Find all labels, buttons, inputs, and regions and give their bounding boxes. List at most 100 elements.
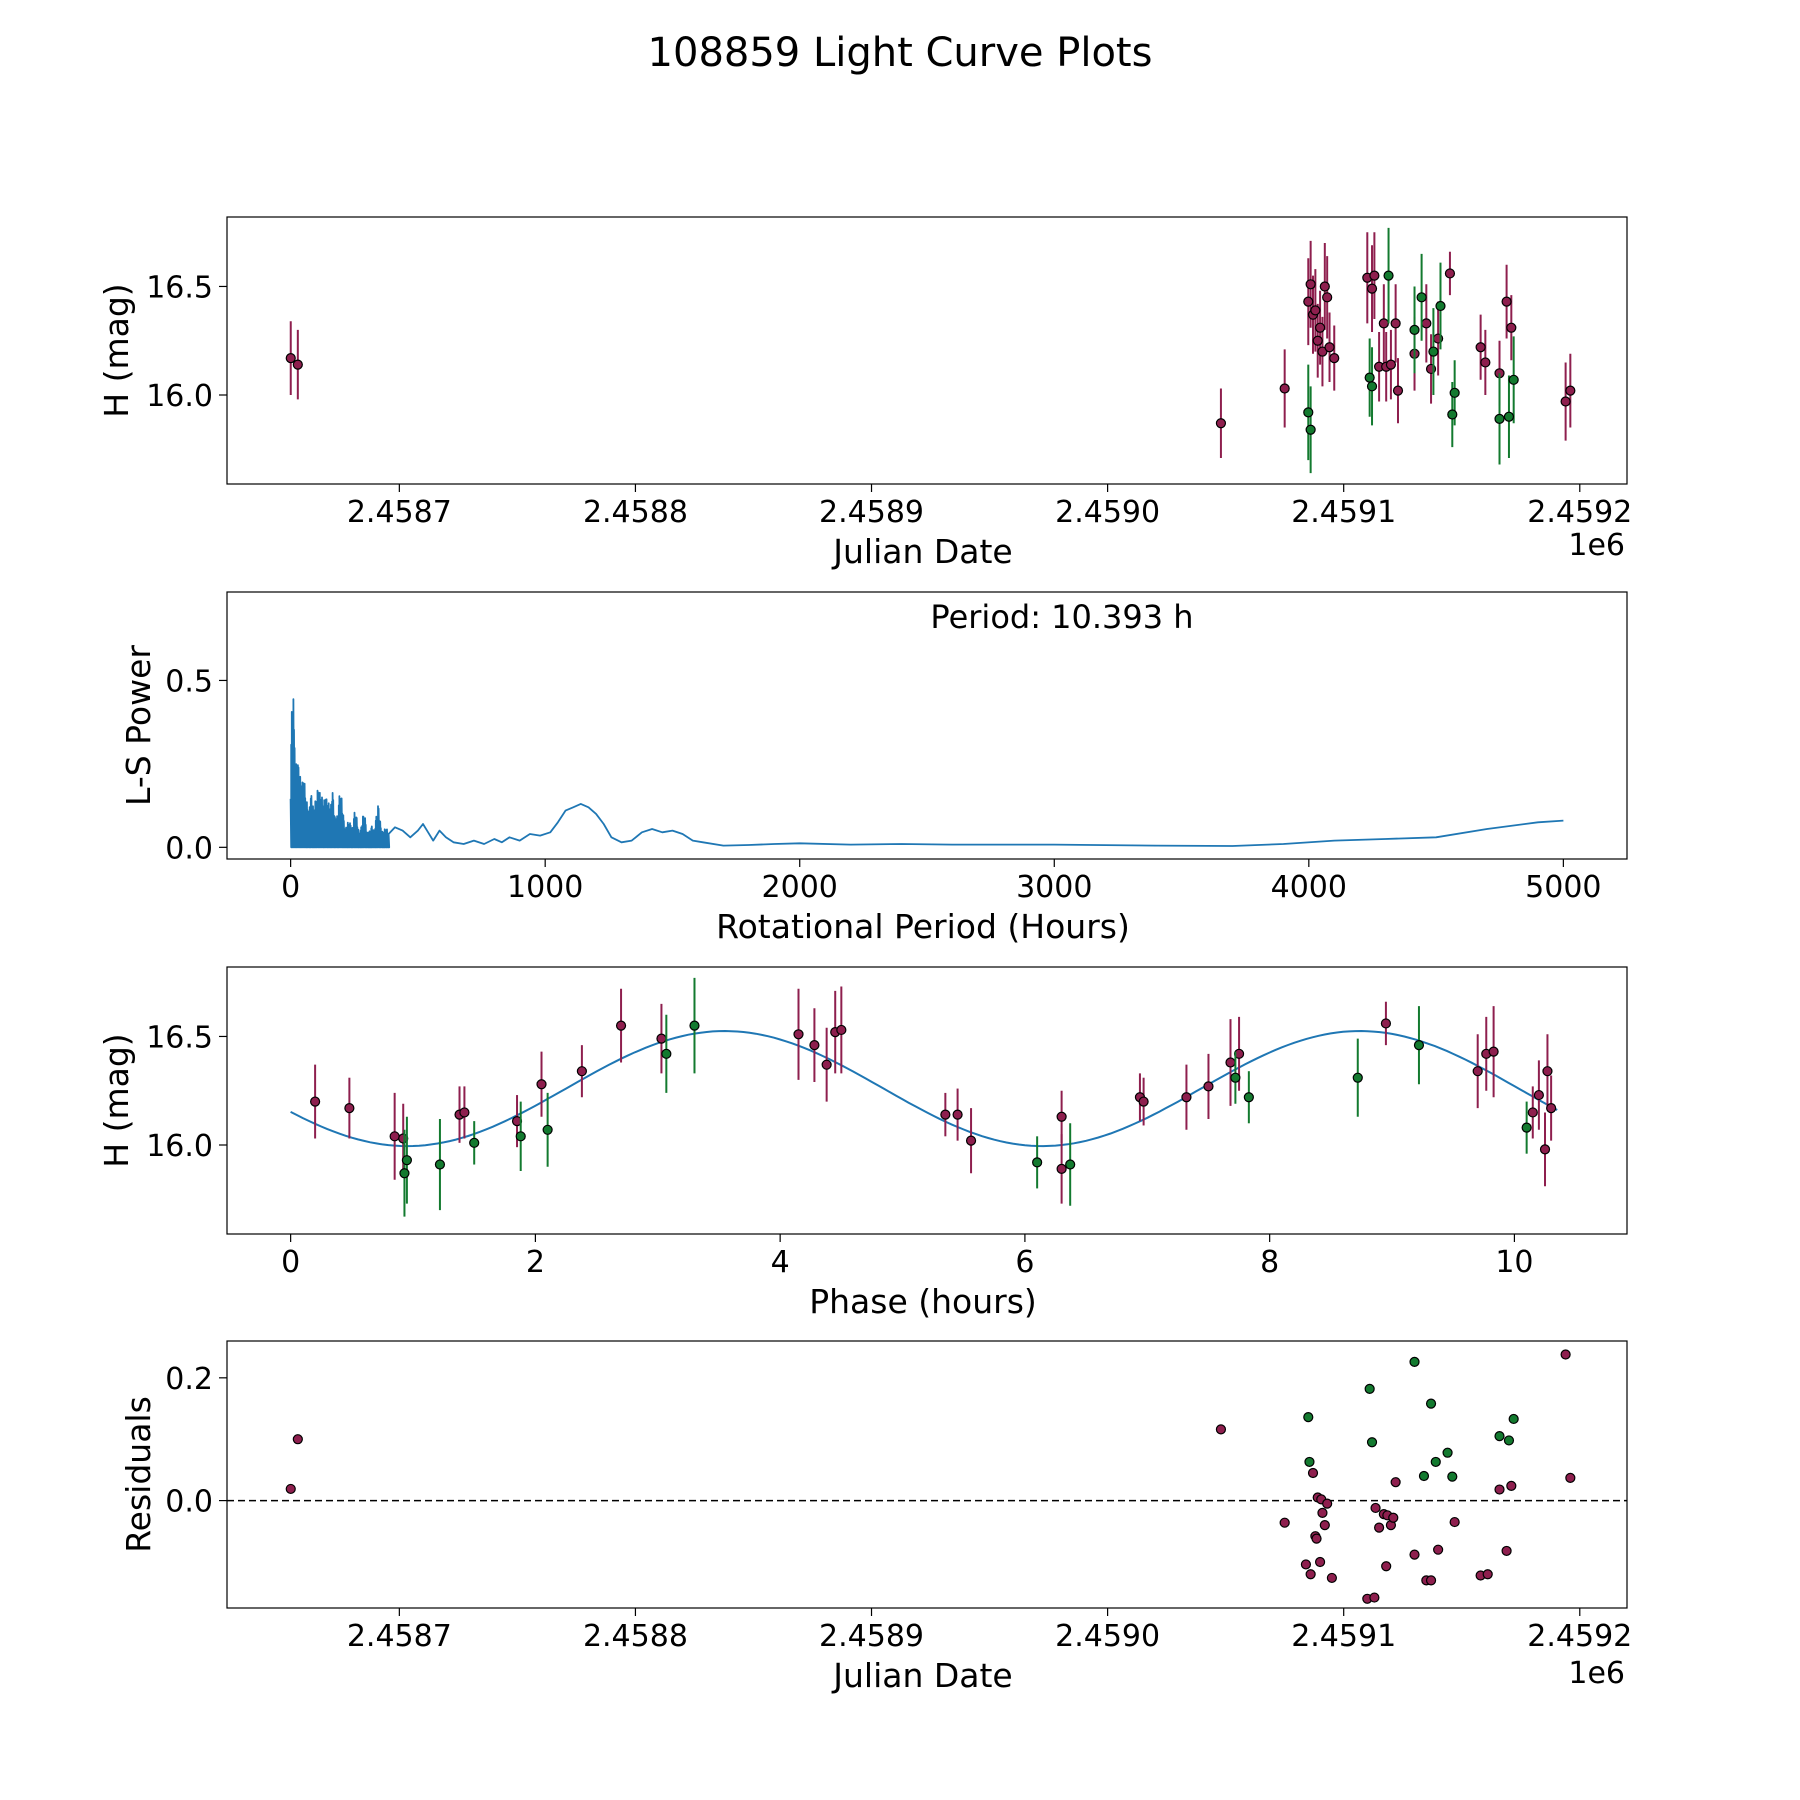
plot-frame [226,216,1628,485]
y-tick-label: 16.0 [146,1129,213,1164]
data-point [1475,342,1486,353]
data-point [1527,1107,1538,1118]
residuals-annotation: 1e6 [1568,1656,1625,1691]
y-tick-label: 0.0 [165,1485,213,1520]
x-tick-label: 6 [1015,1245,1034,1280]
data-point [1409,1549,1420,1560]
data-point [1506,322,1517,333]
x-tick-label: 4000 [1271,870,1347,905]
data-point [1322,1498,1333,1509]
plot-frame [226,966,1628,1235]
data-point [1506,1480,1517,1491]
data-point [1329,352,1340,364]
data-point [1501,1545,1512,1557]
x-axis-label: Julian Date [831,1656,1013,1695]
data-point [1388,1512,1399,1523]
y-tick-label: 16.5 [146,270,213,305]
data-point [1369,270,1380,281]
data-point [952,1109,963,1120]
data-point [656,1033,667,1044]
data-point [1472,1066,1483,1077]
x-tick-label: 2.4588 [583,495,688,530]
data-point [1326,1572,1337,1584]
data-point [292,1434,303,1445]
data-point [1303,1412,1314,1423]
data-point [1056,1163,1067,1174]
data-point [285,1483,296,1495]
data-point [1366,283,1378,294]
data-point [1366,1437,1378,1448]
periodogram-panel: Period: 10.393 h 0 1000 2000 3000 4000 5000 0.… [119,591,1628,946]
y-axis-label: L-S Power [119,645,158,806]
data-point [1314,322,1326,333]
data-point [1181,1092,1192,1103]
data-point [1447,409,1458,420]
data-point [793,1029,804,1040]
data-point [1449,387,1460,398]
data-point [1447,1471,1458,1482]
data-point [1418,1470,1430,1482]
data-point [1482,1569,1493,1580]
lightcurve-panel: 1e6 2.4587 2.4588 2.4589 2.4590 2.4591 2.4592… [97,216,1632,571]
data-point [1392,385,1404,396]
data-point [1032,1157,1043,1168]
data-point [1300,1559,1312,1570]
y-tick-label: 0.0 [165,831,213,866]
data-point [1303,407,1314,418]
residuals-panel: 1e6 2.4587 2.4588 2.4589 2.4590 2.4591 2.4592… [119,1340,1632,1695]
data-point [1494,413,1505,424]
x-tick-label: 2.4592 [1527,1619,1632,1654]
data-point [1390,318,1401,329]
data-point [836,1024,847,1036]
data-point [1494,1431,1505,1442]
data-point [1444,268,1456,279]
data-point [1409,324,1420,335]
periodogram-annotation: Period: 10.393 h [930,598,1193,636]
data-point [1352,1072,1363,1083]
x-tick-label: 2.4588 [583,1619,688,1654]
data-point [542,1124,553,1135]
data-point [689,1020,700,1031]
data-point [1425,1575,1437,1586]
data-point [285,352,296,364]
y-axis-label: Residuals [119,1396,158,1553]
data-point [292,359,303,370]
data-point [536,1079,547,1090]
data-point [1314,1556,1326,1568]
data-point [1304,1456,1315,1468]
data-point [1542,1066,1553,1077]
x-axis-label: Julian Date [831,532,1013,571]
data-point [1311,1533,1322,1544]
data-point [1305,424,1316,435]
y-tick-label: 0.2 [165,1362,213,1397]
data-point [1435,300,1446,312]
x-tick-label: 2.4591 [1291,1619,1396,1654]
data-point [1501,296,1512,307]
data-point [1383,270,1394,281]
x-tick-label: 8 [1260,1245,1279,1280]
data-point [1324,342,1335,353]
data-point [1480,357,1491,368]
data-point [1546,1102,1557,1114]
data-point [1428,346,1439,357]
data-point [1533,1089,1544,1101]
data-point [1305,1569,1316,1580]
data-point [459,1107,470,1118]
data-point [1310,305,1321,316]
data-point [1243,1092,1254,1103]
data-point [1503,1435,1515,1446]
data-point [1430,1456,1441,1468]
data-point [1317,1507,1328,1518]
data-point [1409,1356,1420,1367]
data-point [1364,1383,1375,1394]
periodogram-line [289,698,1564,849]
data-point [1421,318,1432,329]
phased-panel: 0 2 4 6 8 10 16.0 16.5 Phase (hours) H (mag) [97,966,1628,1321]
data-point [1369,1592,1380,1603]
data-point [344,1102,355,1114]
data-point [399,1168,410,1179]
x-tick-label: 2.4589 [819,495,924,530]
data-point [1425,1398,1437,1409]
data-point [965,1135,977,1146]
data-point [1303,296,1314,307]
